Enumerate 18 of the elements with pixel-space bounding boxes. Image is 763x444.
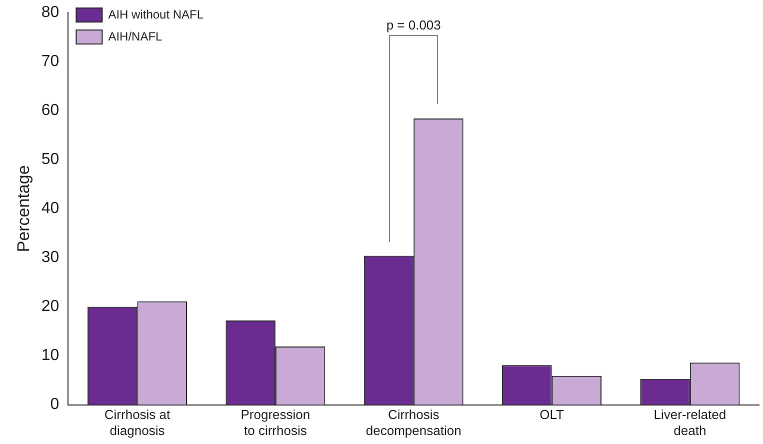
y-tick-label: 70: [41, 53, 60, 70]
y-tick-label: 80: [41, 4, 60, 22]
legend-label: AIH without NAFL: [108, 7, 204, 22]
annotation: p = 0.003: [386, 18, 441, 33]
x-tick-label: Progression to cirrhosis: [240, 407, 310, 438]
legend-label: AIH/NAFL: [108, 29, 163, 44]
y-tick-label: 10: [41, 347, 60, 364]
y-tick-label: 50: [41, 151, 60, 168]
y-axis-title: Percentage: [14, 165, 33, 252]
y-tick-label: 0: [50, 396, 60, 414]
x-tick-label: OLT: [540, 407, 564, 422]
y-tick-label: 20: [41, 298, 60, 316]
y-tick-label: 30: [41, 249, 60, 266]
x-tick-label: Liver-related death: [654, 407, 726, 438]
y-tick-label: 40: [41, 200, 60, 218]
x-tick-label: Cirrhosis at diagnosis: [104, 407, 171, 438]
y-tick-label: 60: [41, 102, 60, 120]
x-tick-label: Cirrhosis decompensation: [366, 407, 462, 438]
